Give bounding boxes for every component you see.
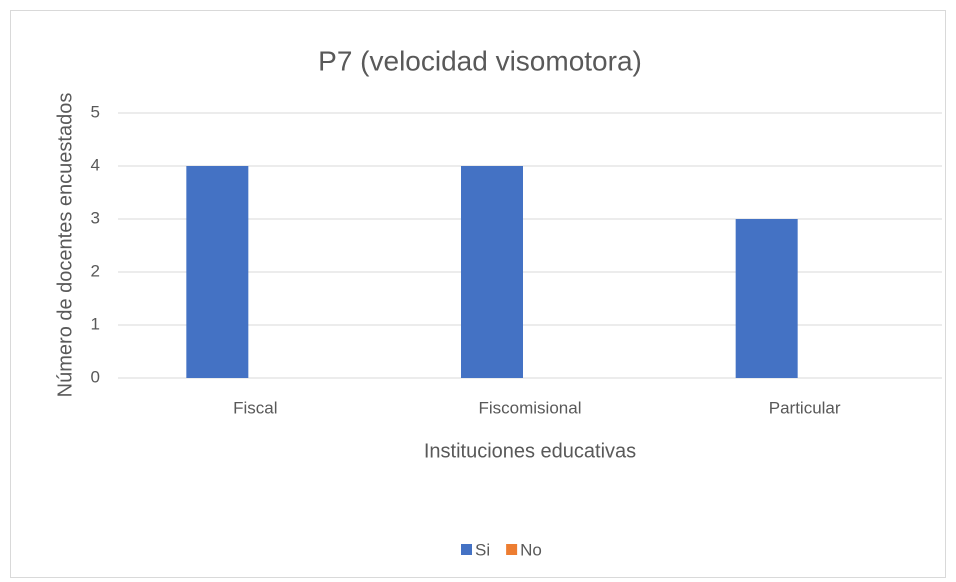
bar <box>735 219 798 378</box>
legend-label: No <box>520 540 542 559</box>
y-tick-label: 1 <box>91 314 100 333</box>
x-tick-label: Fiscomisional <box>479 398 582 417</box>
y-tick-label: 0 <box>91 367 100 386</box>
x-tick-label: Fiscal <box>233 398 277 417</box>
legend-label: Si <box>475 540 490 559</box>
chart-title: P7 (velocidad visomotora) <box>318 45 642 76</box>
y-tick-label: 5 <box>91 102 100 121</box>
bar <box>186 166 249 378</box>
legend-swatch <box>506 544 518 555</box>
legend-swatch <box>461 544 472 555</box>
x-tick-label: Particular <box>769 398 841 417</box>
x-axis-title: Instituciones educativas <box>424 440 636 462</box>
y-tick-label: 4 <box>91 155 100 174</box>
y-tick-label: 2 <box>91 261 100 280</box>
bar <box>461 166 523 378</box>
y-tick-label: 3 <box>91 208 100 227</box>
y-axis-title: Número de docentes encuestados <box>54 93 76 398</box>
